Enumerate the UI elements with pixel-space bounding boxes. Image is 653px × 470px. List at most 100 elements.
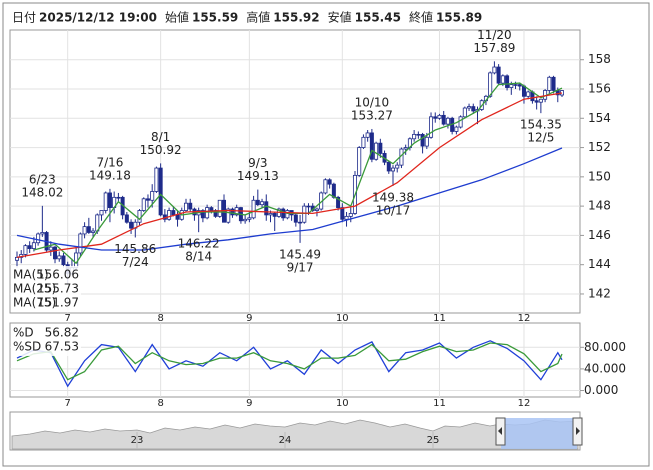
candle-body bbox=[175, 214, 180, 220]
line-series bbox=[16, 92, 563, 259]
annotation-price: 150.92 bbox=[140, 143, 182, 157]
candle-body bbox=[23, 245, 28, 255]
annotation-date: 8/1 bbox=[151, 130, 170, 144]
annotation-date: 11/20 bbox=[477, 28, 512, 42]
candle-body bbox=[99, 210, 104, 216]
x-tick-label: 10 bbox=[336, 398, 349, 409]
candle-body bbox=[86, 226, 91, 233]
x-tick-label: 11 bbox=[433, 398, 446, 409]
candle-body bbox=[505, 75, 510, 88]
candle-body bbox=[496, 66, 501, 84]
header-value: 155.92 bbox=[273, 11, 319, 25]
candle-body bbox=[107, 192, 112, 208]
annotation-date: 6/23 bbox=[29, 172, 56, 186]
header-label: 始値 bbox=[165, 10, 189, 25]
candle-body bbox=[154, 167, 159, 192]
candle-body bbox=[416, 133, 421, 136]
candle-body bbox=[268, 213, 273, 216]
navigator-label: 24 bbox=[279, 435, 292, 446]
x-tick-label: 11 bbox=[433, 313, 446, 324]
candle-body bbox=[260, 201, 265, 206]
candle-body bbox=[424, 136, 429, 147]
annotation-date: 12/5 bbox=[527, 131, 554, 145]
annotation-price: 149.18 bbox=[89, 168, 131, 182]
candle-body bbox=[517, 84, 522, 87]
annotation-date: 8/14 bbox=[185, 250, 212, 264]
candle-body bbox=[293, 214, 298, 223]
candle-body bbox=[217, 199, 222, 217]
oscillator-panel bbox=[9, 322, 581, 398]
y-tick-label: 40.000 bbox=[584, 361, 626, 375]
candle-body bbox=[167, 210, 172, 220]
candle-body bbox=[441, 114, 446, 125]
candle-body bbox=[403, 147, 408, 150]
x-tick-label: 12 bbox=[518, 398, 531, 409]
candle-body bbox=[369, 132, 374, 160]
candle-body bbox=[521, 85, 526, 97]
legend-value: 156.06 bbox=[37, 268, 79, 282]
candle-body bbox=[306, 205, 311, 208]
candle-body bbox=[116, 196, 121, 199]
candle-body bbox=[378, 142, 383, 154]
legend-value: 151.97 bbox=[37, 296, 79, 310]
candle-body bbox=[314, 208, 319, 211]
y-tick-label: 156 bbox=[588, 82, 611, 96]
candle-body bbox=[331, 183, 336, 198]
candle-body bbox=[458, 116, 463, 128]
candle-body bbox=[391, 167, 396, 172]
candle-body bbox=[171, 210, 176, 216]
annotation-price: 149.38 bbox=[372, 190, 414, 204]
candle-body bbox=[445, 117, 450, 125]
navigator[interactable] bbox=[9, 411, 583, 451]
y-tick-label: 0.000 bbox=[584, 383, 618, 397]
header-label: 高値 bbox=[246, 10, 270, 25]
header-label: 終値 bbox=[409, 10, 433, 25]
candle-body bbox=[40, 232, 45, 235]
annotation-price: 148.02 bbox=[21, 185, 63, 199]
legend-name: %SD bbox=[13, 340, 41, 354]
candle-body bbox=[158, 167, 163, 216]
candle-body bbox=[200, 210, 205, 219]
y-tick-label: 154 bbox=[588, 111, 611, 125]
candle-body bbox=[183, 202, 188, 211]
candle-body bbox=[209, 207, 214, 211]
candle-body bbox=[272, 213, 277, 217]
candle-body bbox=[255, 199, 260, 206]
navigator-label: 25 bbox=[427, 435, 440, 446]
candle-body bbox=[538, 98, 543, 103]
candle-body bbox=[365, 132, 370, 138]
legend-value: 56.82 bbox=[45, 326, 79, 340]
candle-body bbox=[336, 196, 341, 208]
annotation-date: 10/10 bbox=[355, 95, 390, 109]
candle-body bbox=[526, 91, 531, 97]
annotation-date: 9/17 bbox=[287, 260, 314, 274]
header-label: 日付 bbox=[12, 11, 36, 25]
annotation-price: 157.89 bbox=[473, 41, 515, 55]
candle-body bbox=[285, 210, 290, 219]
annotation-price: 145.86 bbox=[114, 242, 156, 256]
annotation-price: 145.49 bbox=[279, 247, 321, 261]
main-panel bbox=[9, 29, 581, 314]
candle-body bbox=[509, 84, 514, 88]
navigator-window[interactable] bbox=[501, 418, 577, 449]
x-tick-label: 8 bbox=[157, 313, 163, 324]
legend-value: 67.53 bbox=[45, 340, 79, 354]
legend-name: MA(25) bbox=[13, 282, 56, 296]
candle-body bbox=[145, 198, 150, 201]
candle-body bbox=[327, 179, 332, 185]
y-tick-label: 80.000 bbox=[584, 340, 626, 354]
candle-body bbox=[61, 255, 66, 266]
candle-body bbox=[129, 221, 134, 229]
x-tick-label: 9 bbox=[246, 313, 252, 324]
annotation-date: 10/17 bbox=[376, 203, 411, 217]
candle-body bbox=[27, 245, 32, 249]
candle-body bbox=[348, 213, 353, 217]
candle-body bbox=[31, 242, 36, 249]
y-tick-label: 158 bbox=[588, 52, 611, 66]
annotation-price: 154.35 bbox=[520, 118, 562, 132]
candle-body bbox=[361, 136, 366, 148]
candle-body bbox=[488, 72, 493, 97]
legend-box bbox=[11, 324, 81, 356]
header-value: 2025/12/12 19:00 bbox=[39, 11, 157, 25]
candle-body bbox=[82, 226, 87, 235]
